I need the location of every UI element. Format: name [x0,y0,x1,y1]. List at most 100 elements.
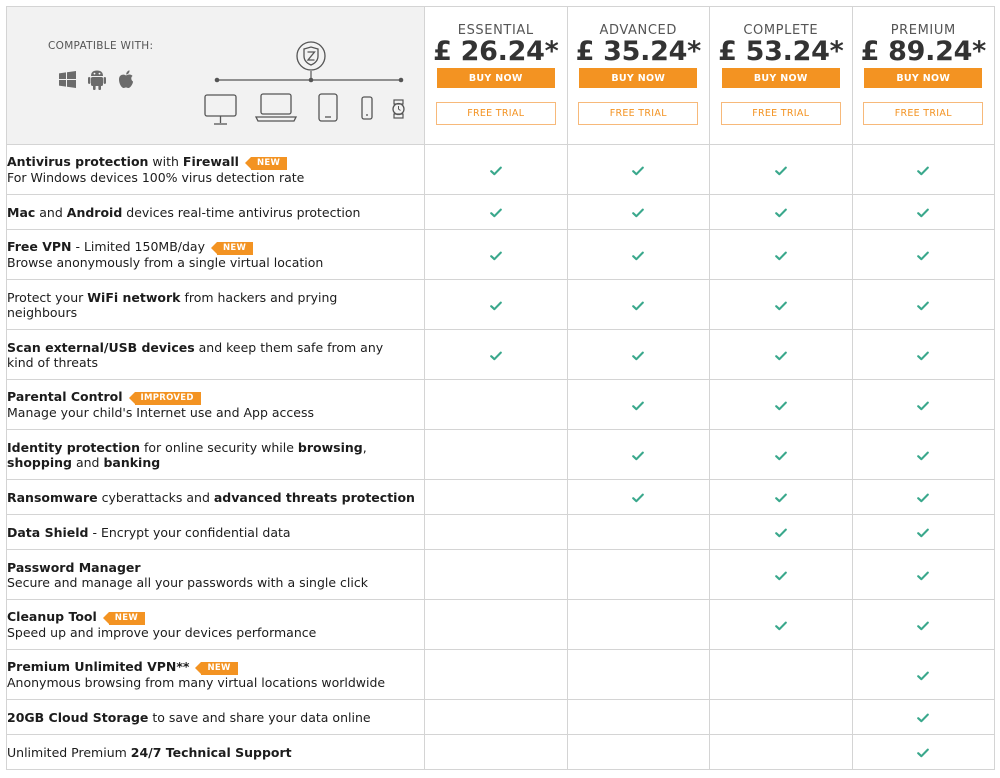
feature-highlight: WiFi network [87,289,181,305]
checkmark-icon [774,523,787,542]
feature-text: Speed up and improve your devices perfor… [7,625,317,640]
checkmark-icon [489,345,502,364]
free-trial-button-advanced[interactable]: FREE TRIAL [578,102,699,125]
plan-cell-complete [709,699,853,735]
new-badge: NEW [244,157,288,170]
feature-highlight: Cleanup Tool [7,609,97,624]
feature-text: cyberattacks and [97,489,214,505]
plan-cell-premium [851,229,995,280]
plan-cell-essential [424,279,568,330]
free-trial-button-essential[interactable]: FREE TRIAL [435,102,556,125]
feature-highlight: Android [66,204,123,220]
plan-cell-complete [709,734,853,770]
plan-cell-advanced [566,599,710,650]
feature-description: Free VPN - Limited 150MB/day NEW Browse an… [6,229,425,280]
feature-text: kind of threats [7,354,99,370]
plan-comparison-table: COMPATIBLE WITH: [6,6,995,770]
free-trial-button-premium[interactable]: FREE TRIAL [863,102,984,125]
plan-cell-essential [424,429,568,480]
feature-description: Premium Unlimited VPN** NEW Anonymous brow… [6,649,425,700]
checkmark-icon [917,345,930,364]
plan-cell-premium [851,429,995,480]
plan-name: PREMIUM [890,23,956,38]
feature-highlight: Mac [7,204,36,220]
plan-cell-advanced [566,379,710,430]
feature-text: Unlimited Premium [7,744,131,760]
feature-highlight: advanced threats protection [213,489,415,505]
checkmark-icon [917,488,930,507]
buy-now-button-advanced[interactable]: BUY NOW [579,68,698,88]
plan-cell-advanced [566,479,710,515]
feature-text-line: Password Manager [7,560,424,575]
checkmark-icon [917,743,930,762]
feature-highlight: shopping [7,454,72,470]
checkmark-icon [632,160,645,179]
feature-row: Identity protection for online security … [6,429,995,480]
buy-now-button-premium[interactable]: BUY NOW [864,68,983,88]
checkmark-icon [917,523,930,542]
free-trial-button-complete[interactable]: FREE TRIAL [720,102,841,125]
feature-text-line: Anonymous browsing from many virtual loc… [7,675,424,690]
feature-highlight: Antivirus protection [7,154,149,169]
compatible-with-label: COMPATIBLE WITH: [48,40,154,52]
plan-cell-essential [424,649,568,700]
feature-row: Antivirus protection with Firewall NEW For… [6,144,995,195]
checkmark-icon [774,395,787,414]
plan-cell-complete [709,194,853,230]
plan-cell-complete [709,329,853,380]
checkmark-icon [489,245,502,264]
feature-text-line: Secure and manage all your passwords wit… [7,575,424,590]
plan-cell-premium [851,599,995,650]
feature-text: with [148,154,183,169]
feature-rows: Antivirus protection with Firewall NEW For… [6,144,995,770]
plan-essential: ESSENTIAL £ 26.24* BUY NOW FREE TRIAL [424,6,568,145]
feature-text: Protect your [7,289,88,305]
buy-now-button-essential[interactable]: BUY NOW [436,68,555,88]
plan-name: ESSENTIAL [457,23,534,38]
checkmark-icon [489,160,502,179]
feature-text-line: shopping and banking [7,455,424,470]
feature-text: Manage your child's Internet use and App… [7,405,315,420]
plan-cell-premium [851,194,995,230]
checkmark-icon [917,565,930,584]
plan-cell-essential [424,229,568,280]
feature-highlight: Ransomware [7,489,98,505]
plan-cell-premium [851,699,995,735]
feature-text-line: Browse anonymously from a single virtual… [7,255,424,270]
feature-row: Unlimited Premium 24/7 Technical Support [6,734,995,770]
buy-now-button-complete[interactable]: BUY NOW [721,68,840,88]
plan-cell-essential [424,549,568,600]
device-compatibility-diagram [195,33,415,137]
checkmark-icon [632,345,645,364]
feature-text: to save and share your data online [148,709,371,725]
plan-price: £ 89.24* [860,36,987,67]
plan-price: £ 53.24* [718,36,844,67]
checkmark-icon [774,295,787,314]
plan-cell-complete [709,649,853,700]
plan-cell-complete [709,479,853,515]
feature-row: Ransomware cyberattacks and advanced thr… [6,479,995,515]
feature-highlight: banking [103,454,161,470]
checkmark-icon [917,295,930,314]
plan-cell-advanced [566,699,710,735]
feature-text-line: Data Shield - Encrypt your confidential … [7,525,424,540]
feature-description: Cleanup Tool NEW Speed up and improve your… [6,599,425,650]
plan-cell-essential [424,379,568,430]
feature-text-line: Protect your WiFi network from hackers a… [7,290,424,305]
plan-price: £ 26.24* [433,36,559,67]
feature-row: Mac and Android devices real-time antivi… [6,194,995,230]
feature-text: , [362,439,367,455]
apple-icon [118,70,134,89]
checkmark-icon [917,445,930,464]
feature-text: - Limited 150MB/day [71,239,205,254]
plan-cell-advanced [566,279,710,330]
plan-cell-premium [851,329,995,380]
plan-cell-premium [851,514,995,550]
checkmark-icon [489,295,502,314]
feature-highlight: Parental Control [7,389,123,404]
compatibility-panel: COMPATIBLE WITH: [6,6,425,145]
feature-text-line: Speed up and improve your devices perfor… [7,625,424,640]
plan-cell-essential [424,144,568,195]
plan-cell-premium [851,379,995,430]
phone-icon [361,96,373,120]
